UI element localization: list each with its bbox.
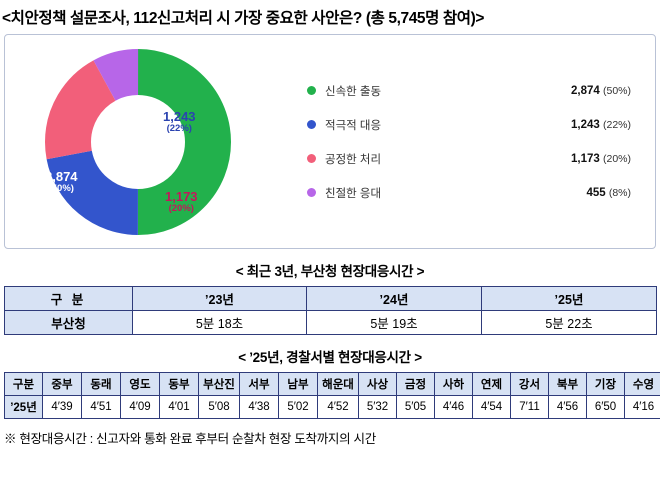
table1-cell: 5분 22초: [481, 310, 657, 335]
table-station-response-time: 구분 중부 동래 영도 동부 부산진 서부 남부 해운대 사상 금정 사하 연제…: [4, 372, 660, 419]
table2-header-cell: 동부: [159, 372, 199, 396]
table2-cell: 5′02: [278, 395, 318, 419]
table2-header-cell: 북부: [548, 372, 587, 396]
table2-header-cell: 중부: [42, 372, 82, 396]
table2-cell: 7′11: [510, 395, 549, 419]
table-row: 구분 중부 동래 영도 동부 부산진 서부 남부 해운대 사상 금정 사하 연제…: [4, 372, 660, 396]
chart-legend: 신속한 출동 2,874 (50%) 적극적 대응 1,243 (22%) 공정…: [263, 74, 647, 210]
legend-item: 공정한 처리 1,173 (20%): [307, 142, 631, 176]
page-title: <치안정책 설문조사, 112신고처리 시 가장 중요한 사안은? (총 5,7…: [2, 10, 485, 27]
legend-dot-icon: [307, 120, 316, 129]
table2-header-cell: 서부: [239, 372, 279, 396]
table2-caption: < ’25년, 경찰서별 현장대응시간 >: [238, 350, 422, 365]
donut-label-green-percent: (50%): [48, 183, 74, 195]
donut-slice-red: [45, 48, 231, 235]
footnote: ※ 현장대응시간 : 신고자와 통화 완료 후부터 순찰차 현장 도착까지의 시…: [4, 432, 376, 446]
legend-dot-icon: [307, 188, 316, 197]
donut-label-red-percent: (20%): [168, 203, 194, 215]
table2-cell: 4′46: [434, 395, 473, 419]
donut-label-green-value: 2,874: [45, 168, 78, 184]
table-row: ’25년 4′39 4′51 4′09 4′01 5′08 4′38 5′02 …: [4, 395, 660, 419]
donut-label-green: 2,874 (50%): [45, 168, 78, 195]
table2-cell: 5′32: [358, 395, 397, 419]
table1-cell: 5분 18초: [132, 310, 307, 335]
table-row: 부산청 5분 18초 5분 19초 5분 22초: [4, 310, 657, 335]
legend-label: 친절한 응대: [325, 187, 382, 200]
legend-dot-icon: [307, 86, 316, 95]
table2-cell: 4′39: [42, 395, 82, 419]
legend-dot-icon: [307, 154, 316, 163]
donut-label-red-value: 1,173: [165, 188, 198, 204]
table2-cell: 4′01: [159, 395, 199, 419]
donut-chart: 2,874 (50%) 1,243 (22%) 1,173 (20%): [13, 42, 263, 242]
table2-cell: 4′16: [624, 395, 660, 419]
legend-item: 친절한 응대 455 (8%): [307, 176, 631, 210]
table2-header-cell: 기장: [586, 372, 625, 396]
table2-header-cell: 강서: [510, 372, 549, 396]
table2-header-cell: 사하: [434, 372, 473, 396]
legend-item: 적극적 대응 1,243 (22%): [307, 108, 631, 142]
table2-header-cell: 금정: [396, 372, 435, 396]
table2-header-cell: 영도: [120, 372, 160, 396]
table1-header-cell: 구 분: [4, 286, 133, 311]
legend-label: 적극적 대응: [325, 119, 382, 132]
table2-cell: 4′09: [120, 395, 160, 419]
table2-header-cell: 구분: [4, 372, 43, 396]
table1-header-cell: ’25년: [481, 286, 657, 311]
legend-value: 2,874 (50%): [571, 84, 631, 97]
table2-header-cell: 동래: [81, 372, 121, 396]
donut-label-blue-value: 1,243: [163, 108, 196, 124]
table2-row-label: ’25년: [4, 395, 43, 419]
table2-cell: 4′38: [239, 395, 279, 419]
legend-value: 1,243 (22%): [571, 118, 631, 131]
donut-label-blue: 1,243 (22%): [163, 108, 196, 135]
legend-label: 공정한 처리: [325, 153, 382, 166]
table2-header-cell: 남부: [278, 372, 318, 396]
table1-cell: 5분 19초: [306, 310, 482, 335]
table-yearly-response-time: 구 분 ’23년 ’24년 ’25년 부산청 5분 18초 5분 19초 5분 …: [4, 286, 657, 335]
legend-value: 1,173 (20%): [571, 152, 631, 165]
donut-chart-svg: [45, 48, 231, 235]
table2-cell: 6′50: [586, 395, 625, 419]
donut-label-blue-percent: (22%): [166, 123, 192, 135]
table2-cell: 5′08: [198, 395, 240, 419]
donut-label-red: 1,173 (20%): [165, 188, 198, 215]
table2-cell: 4′51: [81, 395, 121, 419]
donut-chart-panel: 2,874 (50%) 1,243 (22%) 1,173 (20%) 신속한 …: [4, 34, 656, 249]
legend-item: 신속한 출동 2,874 (50%): [307, 74, 631, 108]
table2-header-cell: 연제: [472, 372, 511, 396]
table1-header-cell: ’23년: [132, 286, 307, 311]
table2-header-cell: 사상: [358, 372, 397, 396]
legend-value: 455 (8%): [586, 186, 631, 199]
legend-label: 신속한 출동: [325, 85, 382, 98]
table-row: 구 분 ’23년 ’24년 ’25년: [4, 286, 657, 311]
table1-caption: < 최근 3년, 부산청 현장대응시간 >: [235, 264, 425, 279]
table2-header-cell: 부산진: [198, 372, 240, 396]
table2-header-cell: 해운대: [317, 372, 359, 396]
table2-cell: 5′05: [396, 395, 435, 419]
table1-header-cell: ’24년: [306, 286, 482, 311]
table2-cell: 4′52: [317, 395, 359, 419]
table2-cell: 4′56: [548, 395, 587, 419]
table1-row-label: 부산청: [4, 310, 133, 335]
table2-cell: 4′54: [472, 395, 511, 419]
table2-header-cell: 수영: [624, 372, 660, 396]
donut-slice-purple: [45, 48, 231, 235]
